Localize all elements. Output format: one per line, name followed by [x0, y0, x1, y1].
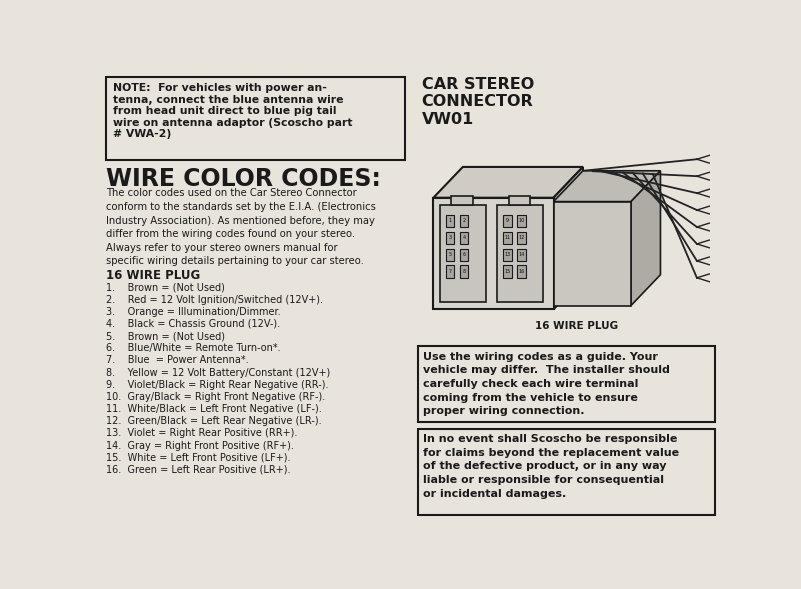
Text: 8.    Yellow = 12 Volt Battery/Constant (12V+): 8. Yellow = 12 Volt Battery/Constant (12… — [107, 368, 331, 378]
Text: NOTE:  For vehicles with power an-
tenna, connect the blue antenna wire
from hea: NOTE: For vehicles with power an- tenna,… — [112, 83, 352, 140]
Text: WIRE COLOR CODES:: WIRE COLOR CODES: — [107, 167, 381, 191]
Text: 3: 3 — [449, 235, 452, 240]
Bar — [418, 346, 714, 422]
Polygon shape — [553, 167, 583, 309]
Text: 16 WIRE PLUG: 16 WIRE PLUG — [107, 269, 200, 282]
Bar — [460, 231, 469, 244]
Text: 16: 16 — [518, 269, 525, 274]
Text: 7.    Blue  = Power Antenna*.: 7. Blue = Power Antenna*. — [107, 355, 249, 365]
Bar — [460, 266, 469, 278]
Bar — [497, 206, 543, 302]
Text: In no event shall Scoscho be responsible
for claims beyond the replacement value: In no event shall Scoscho be responsible… — [423, 434, 679, 498]
Text: 14: 14 — [518, 252, 525, 257]
Bar — [460, 214, 469, 227]
Polygon shape — [553, 171, 661, 201]
Text: 8: 8 — [462, 269, 465, 274]
Bar — [460, 249, 469, 261]
Bar — [433, 198, 553, 309]
Bar — [503, 266, 512, 278]
Bar — [503, 231, 512, 244]
Text: 14.  Gray = Right Front Positive (RF+).: 14. Gray = Right Front Positive (RF+). — [107, 441, 294, 451]
Text: 16.  Green = Left Rear Positive (LR+).: 16. Green = Left Rear Positive (LR+). — [107, 465, 291, 475]
Text: 10.  Gray/Black = Right Front Negative (RF-).: 10. Gray/Black = Right Front Negative (R… — [107, 392, 325, 402]
Text: 15: 15 — [505, 269, 510, 274]
Bar — [418, 429, 714, 515]
Text: 11.  White/Black = Left Front Negative (LF-).: 11. White/Black = Left Front Negative (L… — [107, 404, 322, 414]
Text: 9: 9 — [506, 219, 509, 223]
Text: 5: 5 — [449, 252, 452, 257]
Text: 10: 10 — [518, 219, 525, 223]
Bar — [446, 249, 454, 261]
Polygon shape — [433, 167, 583, 198]
Text: 13.  Violet = Right Rear Positive (RR+).: 13. Violet = Right Rear Positive (RR+). — [107, 428, 298, 438]
Bar — [517, 231, 525, 244]
Bar — [503, 249, 512, 261]
Text: 1.    Brown = (Not Used): 1. Brown = (Not Used) — [107, 283, 225, 292]
Bar — [509, 196, 530, 206]
Text: CAR STEREO
CONNECTOR
VW01: CAR STEREO CONNECTOR VW01 — [422, 77, 534, 127]
Text: 6.    Blue/White = Remote Turn-on*.: 6. Blue/White = Remote Turn-on*. — [107, 343, 281, 353]
Text: 15.  White = Left Front Positive (LF+).: 15. White = Left Front Positive (LF+). — [107, 453, 291, 463]
Text: 13: 13 — [505, 252, 510, 257]
Text: The color codes used on the Car Stereo Connector
conform to the standards set by: The color codes used on the Car Stereo C… — [107, 188, 376, 266]
Bar — [451, 196, 473, 206]
Bar — [446, 214, 454, 227]
Bar — [553, 201, 631, 306]
Text: 4: 4 — [462, 235, 465, 240]
Text: 16 WIRE PLUG: 16 WIRE PLUG — [535, 321, 618, 331]
Bar — [503, 214, 512, 227]
Bar — [107, 77, 405, 160]
Text: 2: 2 — [462, 219, 465, 223]
Text: 1: 1 — [449, 219, 452, 223]
Bar — [517, 214, 525, 227]
Bar — [517, 266, 525, 278]
Text: 4.    Black = Chassis Ground (12V-).: 4. Black = Chassis Ground (12V-). — [107, 319, 280, 329]
Text: 12: 12 — [518, 235, 525, 240]
Text: 5.    Brown = (Not Used): 5. Brown = (Not Used) — [107, 331, 225, 341]
Bar — [446, 266, 454, 278]
Text: 12.  Green/Black = Left Rear Negative (LR-).: 12. Green/Black = Left Rear Negative (LR… — [107, 416, 322, 426]
Text: 9.    Violet/Black = Right Rear Negative (RR-).: 9. Violet/Black = Right Rear Negative (R… — [107, 380, 329, 390]
Text: 3.    Orange = Illumination/Dimmer.: 3. Orange = Illumination/Dimmer. — [107, 307, 281, 317]
Text: 6: 6 — [462, 252, 465, 257]
Bar — [517, 249, 525, 261]
Text: 7: 7 — [449, 269, 452, 274]
Bar — [440, 206, 486, 302]
Text: 2.    Red = 12 Volt Ignition/Switched (12V+).: 2. Red = 12 Volt Ignition/Switched (12V+… — [107, 294, 324, 305]
Polygon shape — [631, 171, 661, 306]
Bar — [446, 231, 454, 244]
Text: Use the wiring codes as a guide. Your
vehicle may differ.  The installer should
: Use the wiring codes as a guide. Your ve… — [423, 352, 670, 416]
Text: 11: 11 — [505, 235, 510, 240]
